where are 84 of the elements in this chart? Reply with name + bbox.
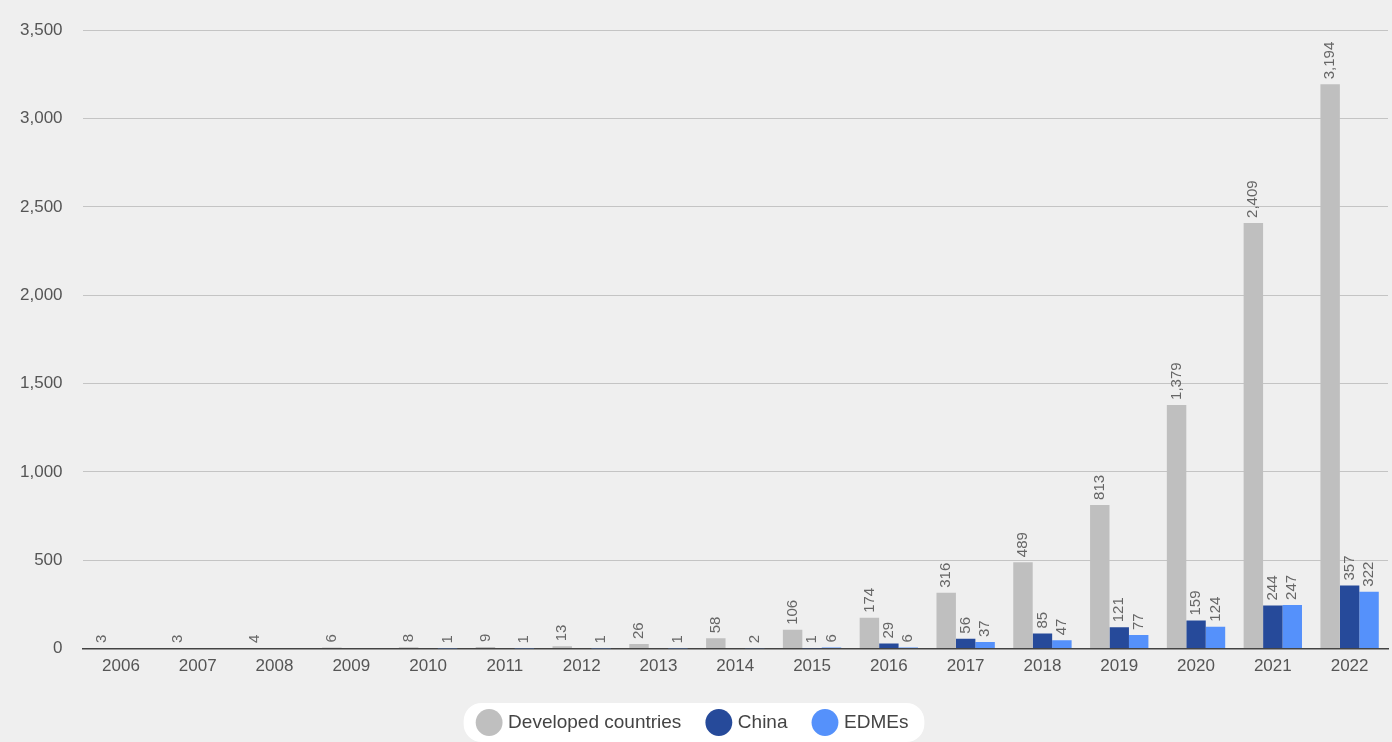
bar xyxy=(1263,605,1283,649)
data-label: 47 xyxy=(1052,618,1070,636)
y-tick-label: 1,500 xyxy=(19,373,63,393)
bar xyxy=(782,629,803,649)
data-label: 85 xyxy=(1032,611,1050,629)
data-label: 3 xyxy=(168,634,186,644)
data-label: 58 xyxy=(705,616,723,634)
legend-label: China xyxy=(737,710,788,732)
bar xyxy=(936,592,956,649)
x-tick-label: 2022 xyxy=(1330,656,1369,676)
bar xyxy=(706,638,726,649)
data-label: 247 xyxy=(1282,574,1300,600)
legend-label: Developed countries xyxy=(508,710,682,732)
data-label: 8 xyxy=(398,633,416,643)
data-label: 357 xyxy=(1339,555,1357,581)
data-label: 244 xyxy=(1262,575,1280,601)
data-label: 2,409 xyxy=(1243,180,1261,218)
data-label: 3 xyxy=(91,634,109,644)
data-label: 174 xyxy=(859,587,877,613)
data-label: 2 xyxy=(744,634,762,644)
bar xyxy=(1128,635,1149,649)
x-tick-label: 2007 xyxy=(178,656,217,676)
data-label: 489 xyxy=(1013,532,1031,558)
bar xyxy=(1109,627,1129,649)
data-label: 106 xyxy=(782,599,800,625)
x-tick-label: 2013 xyxy=(639,656,678,676)
bar xyxy=(1052,640,1072,649)
data-label: 1 xyxy=(668,635,686,644)
y-tick-label: 0 xyxy=(53,638,63,658)
data-label: 1 xyxy=(802,635,820,644)
x-tick-label: 2021 xyxy=(1253,656,1292,676)
data-label: 1 xyxy=(514,635,532,644)
data-label: 1 xyxy=(591,635,609,644)
data-label: 1 xyxy=(437,635,455,644)
x-tick-label: 2019 xyxy=(1100,656,1139,676)
y-tick-label: 2,500 xyxy=(19,196,63,216)
x-tick-label: 2011 xyxy=(486,656,524,676)
bar xyxy=(955,638,976,649)
bar xyxy=(1359,591,1379,649)
y-tick-label: 3,500 xyxy=(19,19,63,39)
x-tick-label: 2015 xyxy=(793,656,831,676)
data-label: 316 xyxy=(936,562,954,588)
x-tick-label: 2009 xyxy=(332,656,371,676)
bar xyxy=(1205,626,1226,649)
bar xyxy=(975,642,995,649)
data-label: 26 xyxy=(629,622,647,640)
data-label: 3,194 xyxy=(1320,41,1338,80)
bar xyxy=(1186,620,1206,649)
bar xyxy=(1282,604,1302,649)
data-label: 56 xyxy=(955,617,973,634)
bar xyxy=(1032,633,1053,649)
x-tick-label: 2014 xyxy=(716,656,755,676)
data-label: 322 xyxy=(1359,561,1377,587)
data-label: 124 xyxy=(1205,596,1223,622)
data-label: 6 xyxy=(322,634,339,643)
data-label: 37 xyxy=(975,620,993,638)
y-tick-label: 500 xyxy=(34,549,63,569)
data-label: 4 xyxy=(245,634,263,643)
legend-label: EDMEs xyxy=(843,710,909,732)
data-label: 813 xyxy=(1089,474,1107,500)
bar xyxy=(879,643,899,649)
x-tick-label: 2012 xyxy=(562,656,601,676)
bar xyxy=(859,617,880,649)
data-label: 1,379 xyxy=(1166,362,1184,400)
x-tick-label: 2017 xyxy=(946,656,985,676)
x-tick-label: 2018 xyxy=(1023,656,1062,676)
data-label: 9 xyxy=(475,633,493,643)
data-label: 121 xyxy=(1109,597,1127,623)
data-label: 13 xyxy=(552,624,570,642)
bar xyxy=(629,644,649,649)
x-tick-label: 2020 xyxy=(1177,656,1215,676)
x-tick-label: 2006 xyxy=(102,656,140,676)
y-tick-label: 1,000 xyxy=(19,461,63,481)
x-tick-label: 2008 xyxy=(255,656,294,676)
x-tick-label: 2016 xyxy=(869,656,908,676)
data-label: 6 xyxy=(898,634,916,643)
x-tick-label: 2010 xyxy=(409,656,448,676)
bar xyxy=(1339,585,1360,649)
y-tick-label: 3,000 xyxy=(19,108,63,128)
data-label: 159 xyxy=(1186,590,1204,616)
data-label: 6 xyxy=(821,634,839,643)
y-tick-label: 2,000 xyxy=(19,284,63,304)
data-label: 29 xyxy=(878,621,896,639)
data-label: 77 xyxy=(1128,613,1146,630)
